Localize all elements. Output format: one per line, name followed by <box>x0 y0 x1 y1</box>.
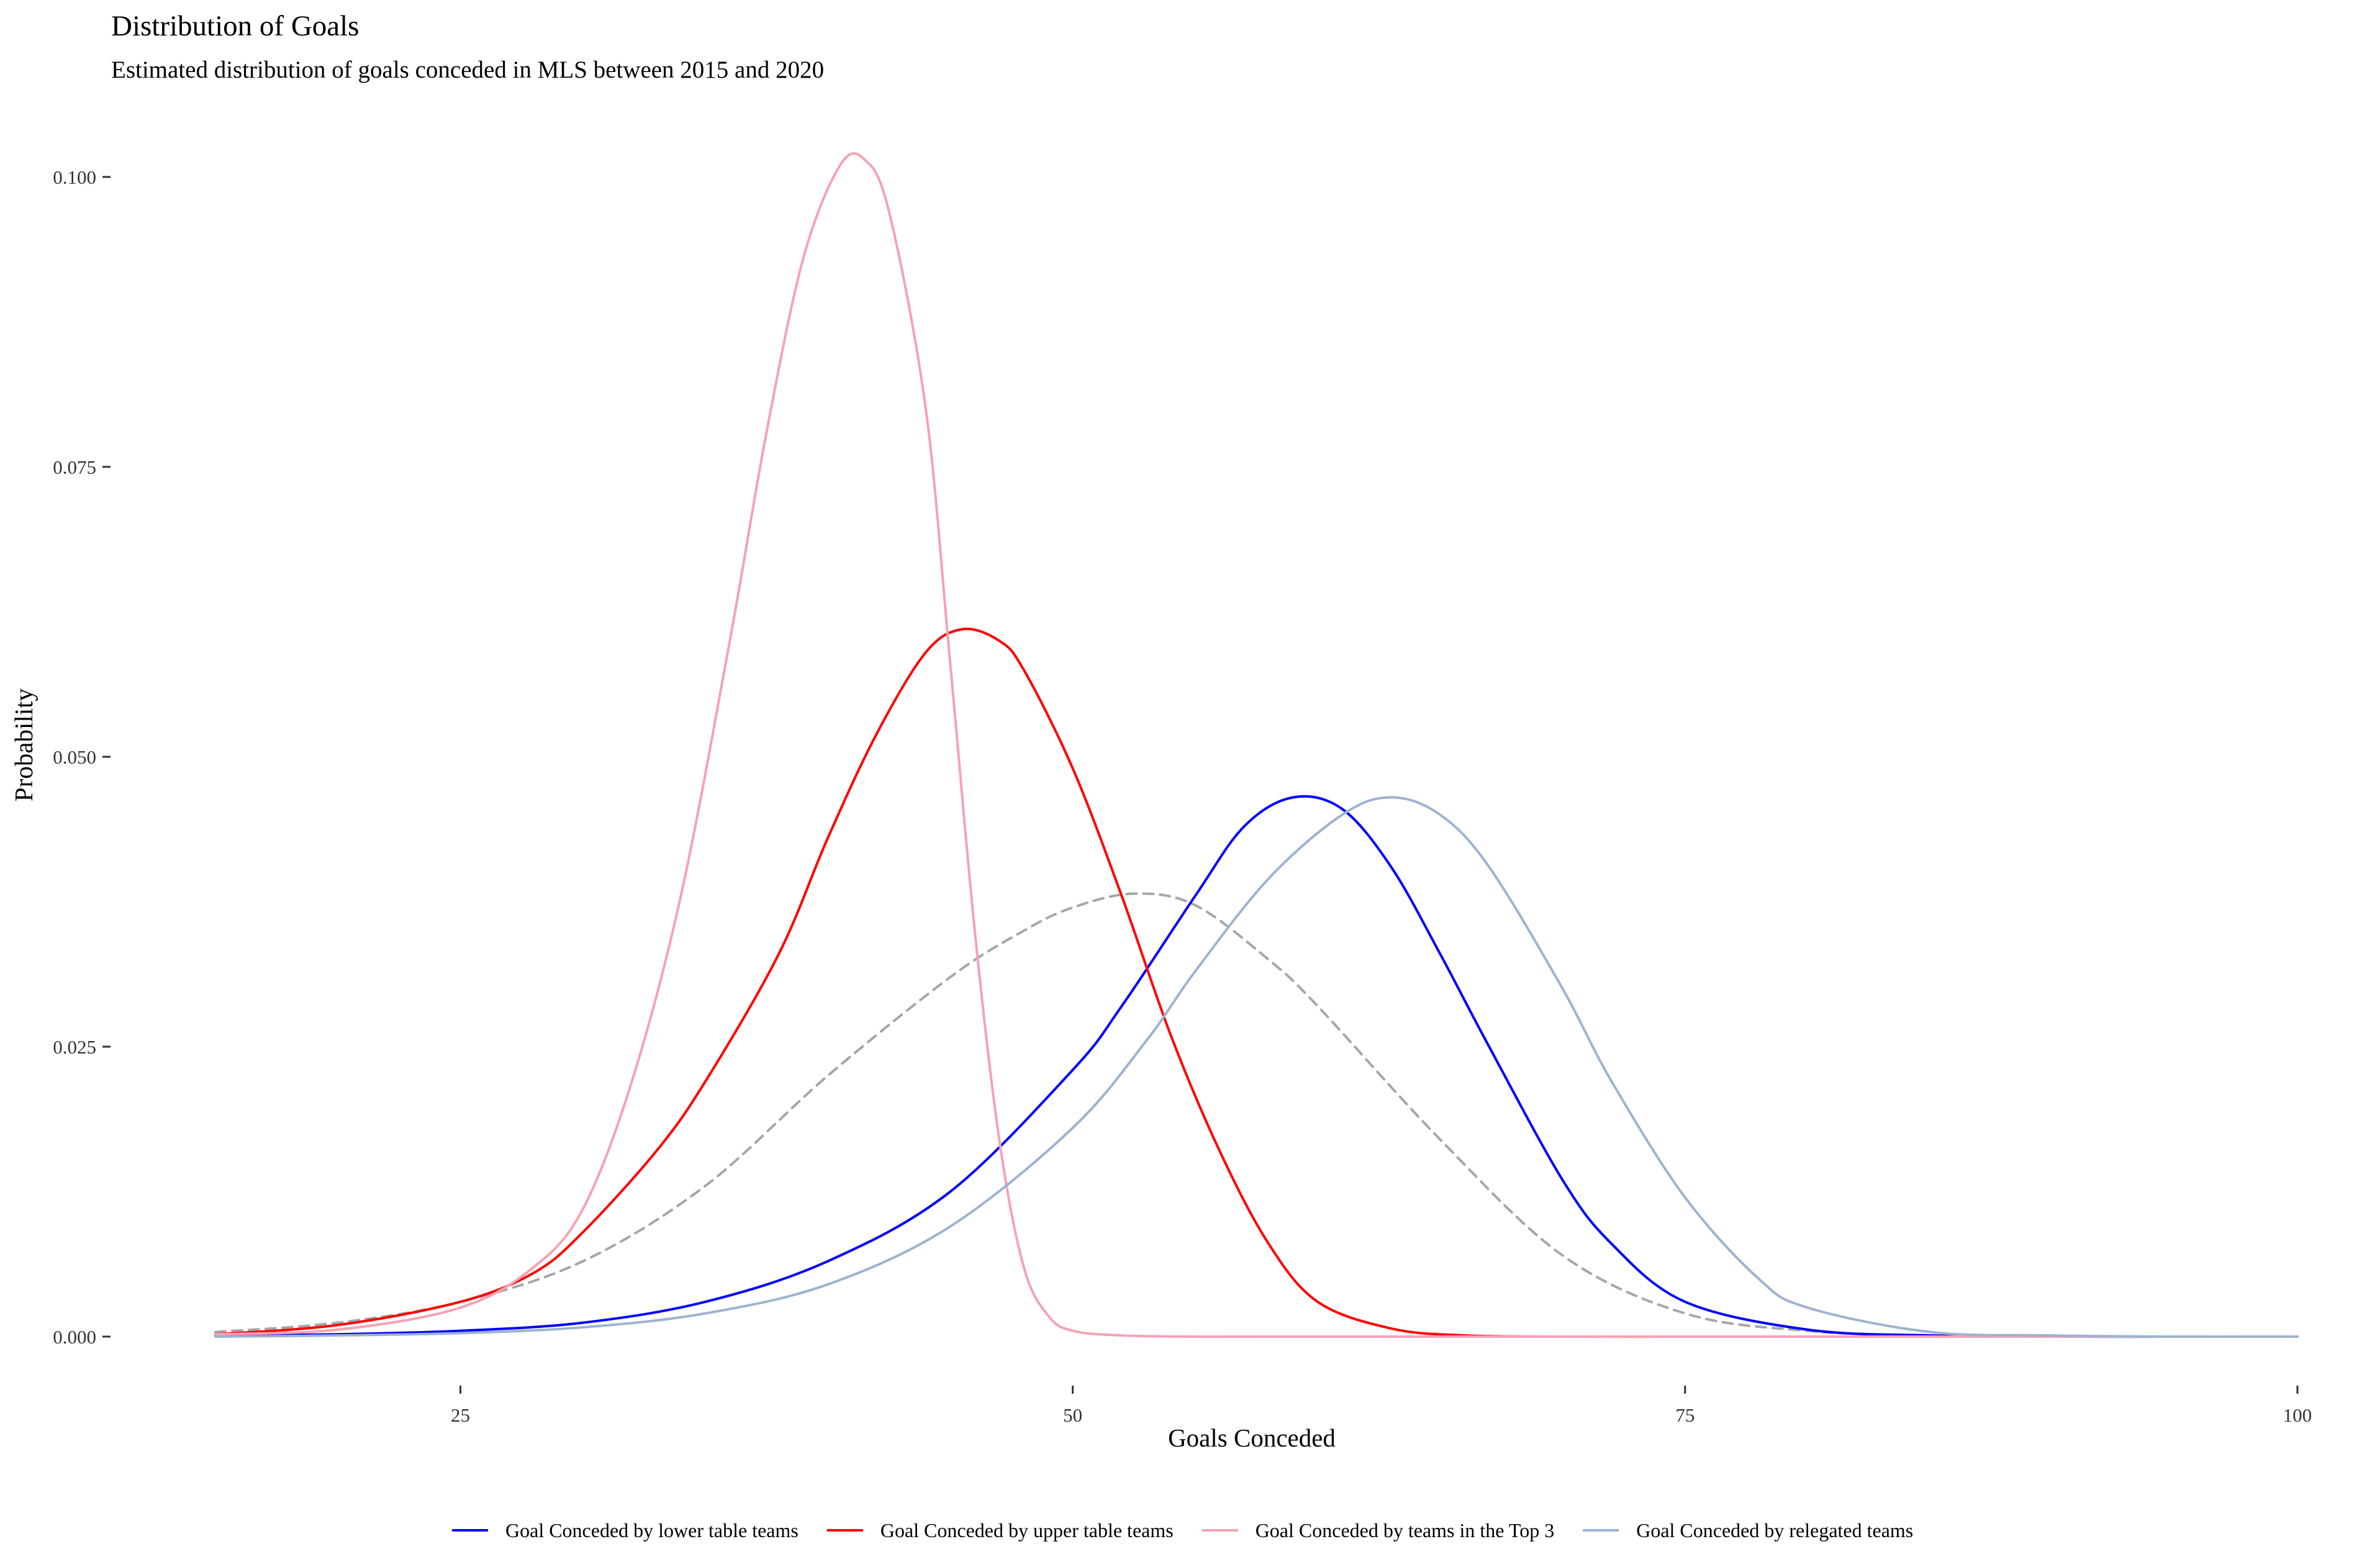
x-tick-label: 50 <box>1063 1404 1082 1426</box>
y-axis-title: Probability <box>9 688 38 801</box>
legend: Goal Conceded by lower table teams Goal C… <box>452 1519 1913 1541</box>
series-line-reference-dashed <box>214 892 2299 1338</box>
x-axis: 25 50 75 100 <box>451 1386 2312 1426</box>
legend-label: Goal Conceded by teams in the Top 3 <box>1256 1519 1555 1541</box>
series-line-goal-conceded-by-relegated-teams <box>214 796 2299 1338</box>
y-tick-label: 0.000 <box>53 1326 96 1348</box>
plot-area: 0.000 0.025 0.050 0.075 0.100 25 50 75 100 <box>53 152 2312 1426</box>
x-axis-title: Goals Conceded <box>1168 1424 1336 1452</box>
series-line-goal-conceded-by-teams-in-the-top-3 <box>214 152 2299 1338</box>
x-tick-label: 75 <box>1675 1404 1695 1426</box>
y-tick-label: 0.025 <box>53 1036 96 1058</box>
legend-label: Goal Conceded by relegated teams <box>1636 1519 1913 1541</box>
y-tick-label: 0.075 <box>53 456 96 478</box>
legend-label: Goal Conceded by upper table teams <box>880 1519 1174 1541</box>
series-layer <box>214 152 2299 1338</box>
y-tick-label: 0.100 <box>53 166 96 188</box>
x-tick-label: 100 <box>2283 1404 2312 1426</box>
series-line-goal-conceded-by-upper-table-teams <box>214 627 2299 1338</box>
series-line-goal-conceded-by-lower-table-teams <box>214 795 2299 1338</box>
chart-subtitle: Estimated distribution of goals conceded… <box>111 56 824 83</box>
chart-title: Distribution of Goals <box>111 10 359 42</box>
y-tick-label: 0.050 <box>53 746 96 768</box>
legend-label: Goal Conceded by lower table teams <box>505 1519 799 1541</box>
y-axis: 0.000 0.025 0.050 0.075 0.100 <box>53 166 111 1348</box>
x-tick-label: 25 <box>451 1404 470 1426</box>
